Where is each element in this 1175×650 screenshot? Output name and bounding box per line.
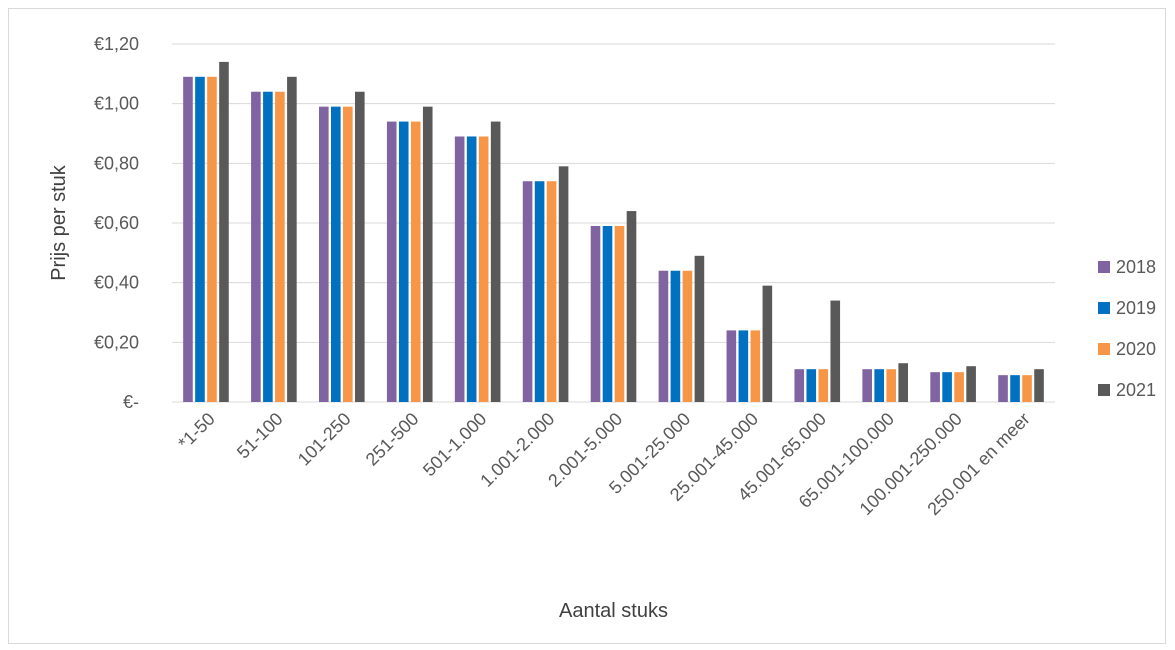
bar-2019-11 bbox=[942, 372, 952, 402]
bar-2018-0 bbox=[183, 76, 193, 403]
y-tick-label: €- bbox=[123, 392, 139, 412]
bar-2019-3 bbox=[398, 121, 409, 403]
y-tick-label: €0,60 bbox=[94, 213, 139, 233]
bar-2020-7 bbox=[682, 270, 693, 402]
y-tick-label: €0,20 bbox=[94, 332, 139, 352]
legend-label: 2020 bbox=[1116, 339, 1156, 359]
bar-chart: €- €0,20 €0,40 €0,60 €0,80 €1,00 €1,20 *1-50 51… bbox=[48, 34, 1156, 622]
bar-2020-10 bbox=[886, 369, 896, 402]
bar-2020-11 bbox=[954, 372, 964, 402]
bar-2019-9 bbox=[806, 369, 817, 402]
bar-2021-1 bbox=[287, 76, 297, 403]
bar-2019-6 bbox=[602, 225, 613, 402]
y-tick-label: €0,80 bbox=[94, 153, 139, 173]
bar-2020-0 bbox=[207, 76, 217, 403]
legend-label: 2018 bbox=[1116, 257, 1156, 277]
bar-2020-5 bbox=[546, 181, 557, 402]
bar-2018-8 bbox=[726, 330, 737, 402]
bars bbox=[183, 61, 1044, 403]
x-axis-title: Aantal stuks bbox=[559, 600, 668, 622]
bar-2019-5 bbox=[534, 181, 545, 402]
bar-2019-2 bbox=[331, 106, 341, 403]
bar-2021-11 bbox=[966, 366, 976, 402]
y-tick-label: €1,20 bbox=[94, 34, 139, 54]
bar-2021-0 bbox=[219, 61, 229, 403]
bar-2018-1 bbox=[251, 91, 261, 402]
bar-2020-8 bbox=[750, 330, 761, 402]
bar-2021-5 bbox=[558, 166, 569, 402]
bar-2018-4 bbox=[454, 136, 465, 402]
y-tick-label: €1,00 bbox=[94, 94, 139, 114]
legend-label: 2019 bbox=[1116, 298, 1156, 318]
bar-2018-11 bbox=[930, 372, 940, 402]
legend: 2018 2019 2020 2021 bbox=[1098, 257, 1156, 400]
bar-2020-2 bbox=[343, 106, 353, 403]
bar-2019-7 bbox=[670, 270, 681, 402]
y-tick-label: €0,40 bbox=[94, 273, 139, 293]
bar-2019-8 bbox=[738, 330, 749, 402]
bar-2021-9 bbox=[830, 300, 841, 402]
y-axis-title: Prijs per stuk bbox=[48, 164, 70, 281]
legend-swatch bbox=[1098, 343, 1110, 355]
bar-2020-1 bbox=[275, 91, 285, 402]
bar-2018-7 bbox=[658, 270, 669, 402]
bar-2018-2 bbox=[319, 106, 329, 403]
gridlines bbox=[172, 43, 1055, 403]
y-tick-labels: €- €0,20 €0,40 €0,60 €0,80 €1,00 €1,20 bbox=[94, 34, 139, 412]
bar-2021-10 bbox=[898, 363, 908, 402]
x-tick-label: 101-250 bbox=[294, 409, 355, 470]
bar-2021-4 bbox=[490, 121, 501, 403]
bar-2021-8 bbox=[762, 285, 773, 402]
legend-swatch bbox=[1098, 261, 1110, 273]
bar-2021-7 bbox=[694, 255, 705, 402]
bar-2020-12 bbox=[1022, 375, 1032, 402]
bar-2018-10 bbox=[862, 369, 872, 402]
bar-2021-2 bbox=[355, 91, 365, 402]
x-tick-label: 501-1.000 bbox=[419, 409, 490, 480]
x-tick-label: *1-50 bbox=[174, 409, 219, 454]
bar-2021-12 bbox=[1034, 369, 1044, 402]
bar-2021-6 bbox=[626, 211, 637, 402]
bar-2018-12 bbox=[998, 375, 1008, 402]
bar-2019-10 bbox=[874, 369, 884, 402]
bar-2019-1 bbox=[263, 91, 273, 402]
bar-2018-9 bbox=[794, 369, 805, 402]
bar-2018-6 bbox=[590, 225, 601, 402]
bar-2018-5 bbox=[522, 181, 533, 402]
x-tick-label: 51-100 bbox=[233, 409, 287, 463]
bar-2019-12 bbox=[1010, 375, 1020, 402]
legend-label: 2021 bbox=[1116, 380, 1156, 400]
bar-2018-3 bbox=[386, 121, 397, 403]
x-tick-labels: *1-50 51-100 101-250 251-500501-1.0001.001-… bbox=[174, 409, 1034, 519]
bar-2019-4 bbox=[466, 136, 477, 402]
bar-2020-4 bbox=[478, 136, 489, 402]
bar-2019-0 bbox=[195, 76, 205, 403]
legend-swatch bbox=[1098, 302, 1110, 314]
chart-frame: €- €0,20 €0,40 €0,60 €0,80 €1,00 €1,20 *1-50 51… bbox=[8, 8, 1166, 644]
x-tick-label: 251-500 bbox=[362, 409, 423, 470]
bar-2020-3 bbox=[410, 121, 421, 403]
legend-swatch bbox=[1098, 384, 1110, 396]
bar-2021-3 bbox=[422, 106, 433, 403]
bar-2020-6 bbox=[614, 225, 625, 402]
bar-2020-9 bbox=[818, 369, 829, 402]
